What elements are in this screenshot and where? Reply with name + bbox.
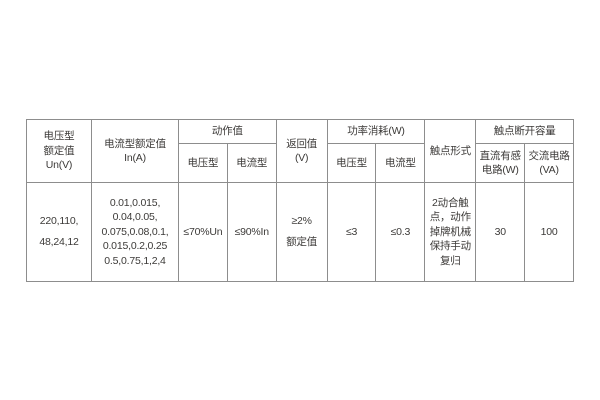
header-breaking-ac-line-2: (VA) <box>539 164 559 176</box>
header-action-voltage-type: 电压型 <box>178 143 228 183</box>
cell-contact-form: 2动合触 点，动作 掉牌机械 保持手动 复归 <box>424 182 477 282</box>
header-rated-voltage-line-1: 电压型 <box>43 130 75 143</box>
cell-contact-form-line-5: 复归 <box>440 254 461 267</box>
cell-return-value: ≥2% 额定值 <box>275 182 328 282</box>
table-body: 220,110, 48,24,12 0.01,0.015, 0.04,0.05,… <box>26 182 574 282</box>
header-breaking-dc-circuit: 直流有感 电路(W) <box>475 143 526 183</box>
header-rated-current-line-1: 电流型额定值 <box>104 137 166 150</box>
cell-rated-current-line-4: 0.015,0.2,0.25 <box>102 240 168 253</box>
cell-contact-form-line-1: 2动合触 <box>432 196 469 209</box>
cell-contact-form-line-3: 掉牌机械 <box>429 225 471 238</box>
cell-rated-current-values: 0.01,0.015, 0.04,0.05, 0.075,0.08,0.1, 0… <box>91 182 179 282</box>
relay-specification-table: 电压型 额定值 Un(V) 电流型额定值 In(A) 动作值 返回值 (V) <box>26 119 574 282</box>
cell-action-voltage-type: ≤70%Un <box>178 182 228 282</box>
header-group-power-consumption: 功率消耗(W) <box>326 119 426 144</box>
cell-contact-form-line-4: 保持手动 <box>429 240 471 253</box>
cell-breaking-dc-circuit: 30 <box>475 182 526 282</box>
cell-rated-current-line-5: 0.5,0.75,1,2,4 <box>104 254 166 267</box>
header-breaking-ac-line-1: 交流电路 <box>528 149 570 162</box>
cell-return-value-line-2: 额定值 <box>286 236 318 248</box>
header-rated-current: 电流型额定值 In(A) <box>91 119 179 183</box>
header-power-voltage-type: 电压型 <box>326 143 377 183</box>
header-group-contact-breaking-capacity: 触点断开容量 <box>475 119 574 144</box>
header-return-value: 返回值 (V) <box>275 119 328 183</box>
header-power-current-type: 电流型 <box>375 143 426 183</box>
header-rated-voltage: 电压型 额定值 Un(V) <box>26 119 92 183</box>
cell-power-current-type: ≤0.3 <box>375 182 426 282</box>
table-row: 220,110, 48,24,12 0.01,0.015, 0.04,0.05,… <box>26 182 574 282</box>
cell-action-current-type: ≤90%In <box>226 182 277 282</box>
cell-return-value-line-1: ≥2% <box>291 215 312 227</box>
header-breaking-ac-circuit: 交流电路 (VA) <box>524 143 574 183</box>
header-row-2: 电压型 电流型 电压型 电流型 直流有感 电路(W) 交流电路 (VA) <box>27 143 574 183</box>
cell-rated-current-line-3: 0.075,0.08,0.1, <box>101 225 169 238</box>
cell-rated-voltage-line-1: 220,110, <box>39 215 79 227</box>
cell-rated-current-line-1: 0.01,0.015, <box>109 196 161 209</box>
header-rated-voltage-line-3: Un(V) <box>45 159 73 172</box>
header-group-action-value: 动作值 <box>178 119 277 144</box>
header-breaking-dc-line-1: 直流有感 <box>479 149 521 162</box>
cell-rated-voltage-values: 220,110, 48,24,12 <box>26 182 92 282</box>
cell-breaking-ac-circuit: 100 <box>524 182 574 282</box>
header-rated-current-line-2: In(A) <box>124 152 146 164</box>
header-row-1: 电压型 额定值 Un(V) 电流型额定值 In(A) 动作值 返回值 (V) <box>26 119 574 183</box>
table-header: 电压型 额定值 Un(V) 电流型额定值 In(A) 动作值 返回值 (V) <box>26 119 574 183</box>
header-return-value-line-2: (V) <box>294 152 309 164</box>
header-contact-form: 触点形式 <box>424 119 477 183</box>
header-return-value-line-1: 返回值 <box>286 137 318 150</box>
header-rated-voltage-line-2: 额定值 <box>43 144 75 157</box>
cell-rated-voltage-line-2: 48,24,12 <box>39 236 79 248</box>
cell-rated-current-line-2: 0.04,0.05, <box>112 211 158 224</box>
spec-table-container: 电压型 额定值 Un(V) 电流型额定值 In(A) 动作值 返回值 (V) <box>26 119 574 282</box>
cell-power-voltage-type: ≤3 <box>326 182 377 282</box>
cell-contact-form-line-2: 点，动作 <box>429 211 471 224</box>
header-breaking-dc-line-2: 电路(W) <box>481 164 519 176</box>
header-action-current-type: 电流型 <box>226 143 277 183</box>
